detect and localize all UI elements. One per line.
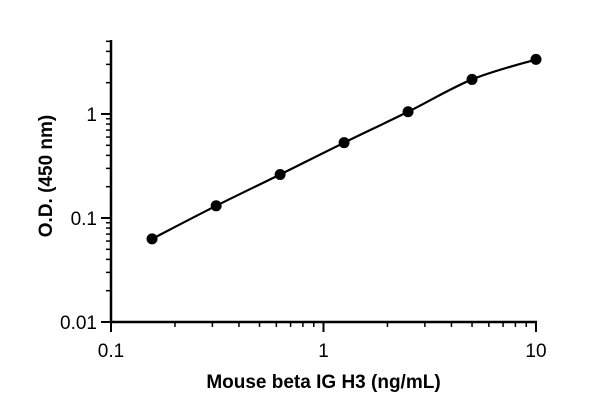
- y-tick-label: 0.1: [71, 209, 97, 230]
- data-point: [338, 137, 350, 149]
- x-tick-label: 1: [318, 341, 329, 362]
- y-tick-label: 1: [86, 105, 97, 126]
- x-tick-label: 0.1: [98, 341, 124, 362]
- y-tick-label: 0.01: [60, 313, 97, 334]
- data-point: [466, 73, 478, 85]
- data-point: [402, 106, 414, 118]
- data-point: [146, 233, 158, 245]
- data-points: [146, 53, 542, 245]
- data-point: [530, 53, 542, 65]
- x-tick-label: 10: [525, 341, 546, 362]
- y-ticks: 0.01 0.1 1: [60, 40, 111, 334]
- fit-curve: [151, 58, 537, 240]
- y-axis-title: O.D. (450 nm): [36, 115, 57, 237]
- x-axis-title: Mouse beta IG H3 (ng/mL): [206, 372, 440, 393]
- data-point: [274, 168, 286, 180]
- x-ticks: 0.1 1 10: [98, 322, 547, 362]
- axes: 0.1 1 10 0.010.11: [60, 40, 547, 362]
- data-point: [210, 200, 222, 212]
